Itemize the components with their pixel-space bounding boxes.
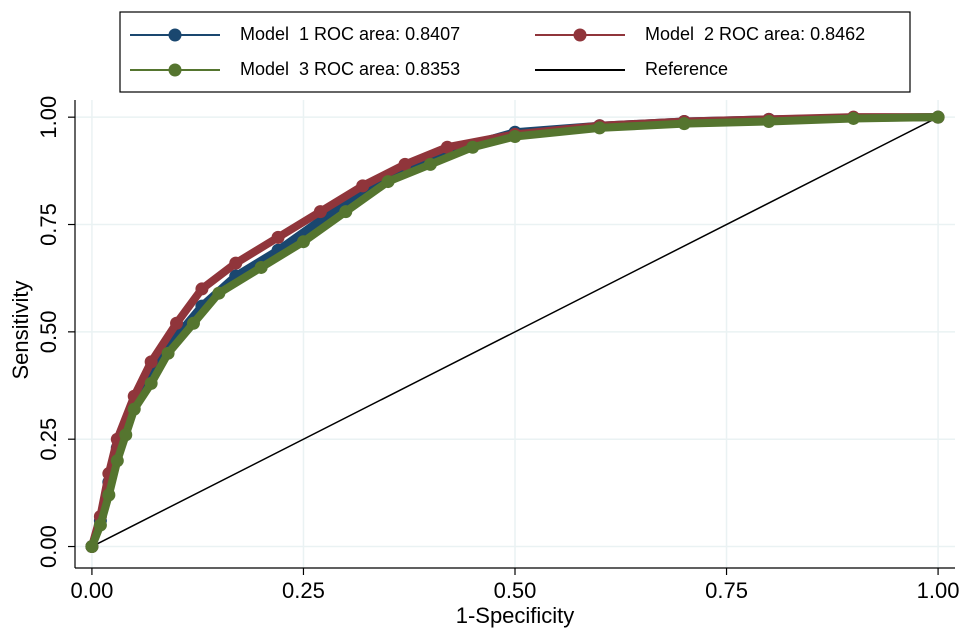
marker: [170, 316, 184, 330]
marker: [85, 540, 99, 554]
marker: [93, 518, 107, 532]
legend-label: Model 3 ROC area: 0.8353: [240, 59, 460, 79]
marker: [398, 157, 412, 171]
marker: [161, 346, 175, 360]
marker: [144, 376, 158, 390]
marker: [195, 282, 209, 296]
y-tick-label: 1.00: [36, 96, 61, 139]
x-axis-title: 1-Specificity: [456, 603, 575, 628]
marker: [423, 157, 437, 171]
legend-marker: [168, 28, 182, 42]
y-tick-label: 0.50: [36, 310, 61, 353]
marker: [931, 110, 945, 124]
marker: [508, 129, 522, 143]
marker: [212, 286, 226, 300]
marker: [110, 454, 124, 468]
marker: [677, 117, 691, 131]
x-tick-label: 0.00: [71, 578, 114, 603]
marker: [119, 428, 133, 442]
marker: [593, 121, 607, 135]
y-tick-label: 0.25: [36, 418, 61, 461]
marker: [313, 205, 327, 219]
marker: [102, 488, 116, 502]
marker: [846, 111, 860, 125]
legend-label: Model 1 ROC area: 0.8407: [240, 24, 460, 44]
marker: [339, 205, 353, 219]
x-tick-label: 0.75: [705, 578, 748, 603]
y-axis-title: Sensitivity: [8, 280, 33, 379]
marker: [296, 235, 310, 249]
marker: [271, 230, 285, 244]
x-tick-label: 0.50: [494, 578, 537, 603]
legend-label: Reference: [645, 59, 728, 79]
marker: [144, 355, 158, 369]
marker: [254, 260, 268, 274]
legend-marker: [573, 28, 587, 42]
marker: [356, 179, 370, 193]
marker: [762, 114, 776, 128]
marker: [466, 140, 480, 154]
x-tick-label: 0.25: [282, 578, 325, 603]
marker: [440, 140, 454, 154]
legend-marker: [168, 63, 182, 77]
legend-box: [119, 11, 911, 93]
marker: [127, 402, 141, 416]
y-tick-label: 0.00: [36, 525, 61, 568]
marker: [381, 175, 395, 189]
legend-label: Model 2 ROC area: 0.8462: [645, 24, 865, 44]
line: [91, 116, 939, 548]
y-tick-label: 0.75: [36, 203, 61, 246]
x-tick-label: 1.00: [917, 578, 960, 603]
marker: [186, 316, 200, 330]
line: [87, 113, 943, 551]
marker: [229, 256, 243, 270]
